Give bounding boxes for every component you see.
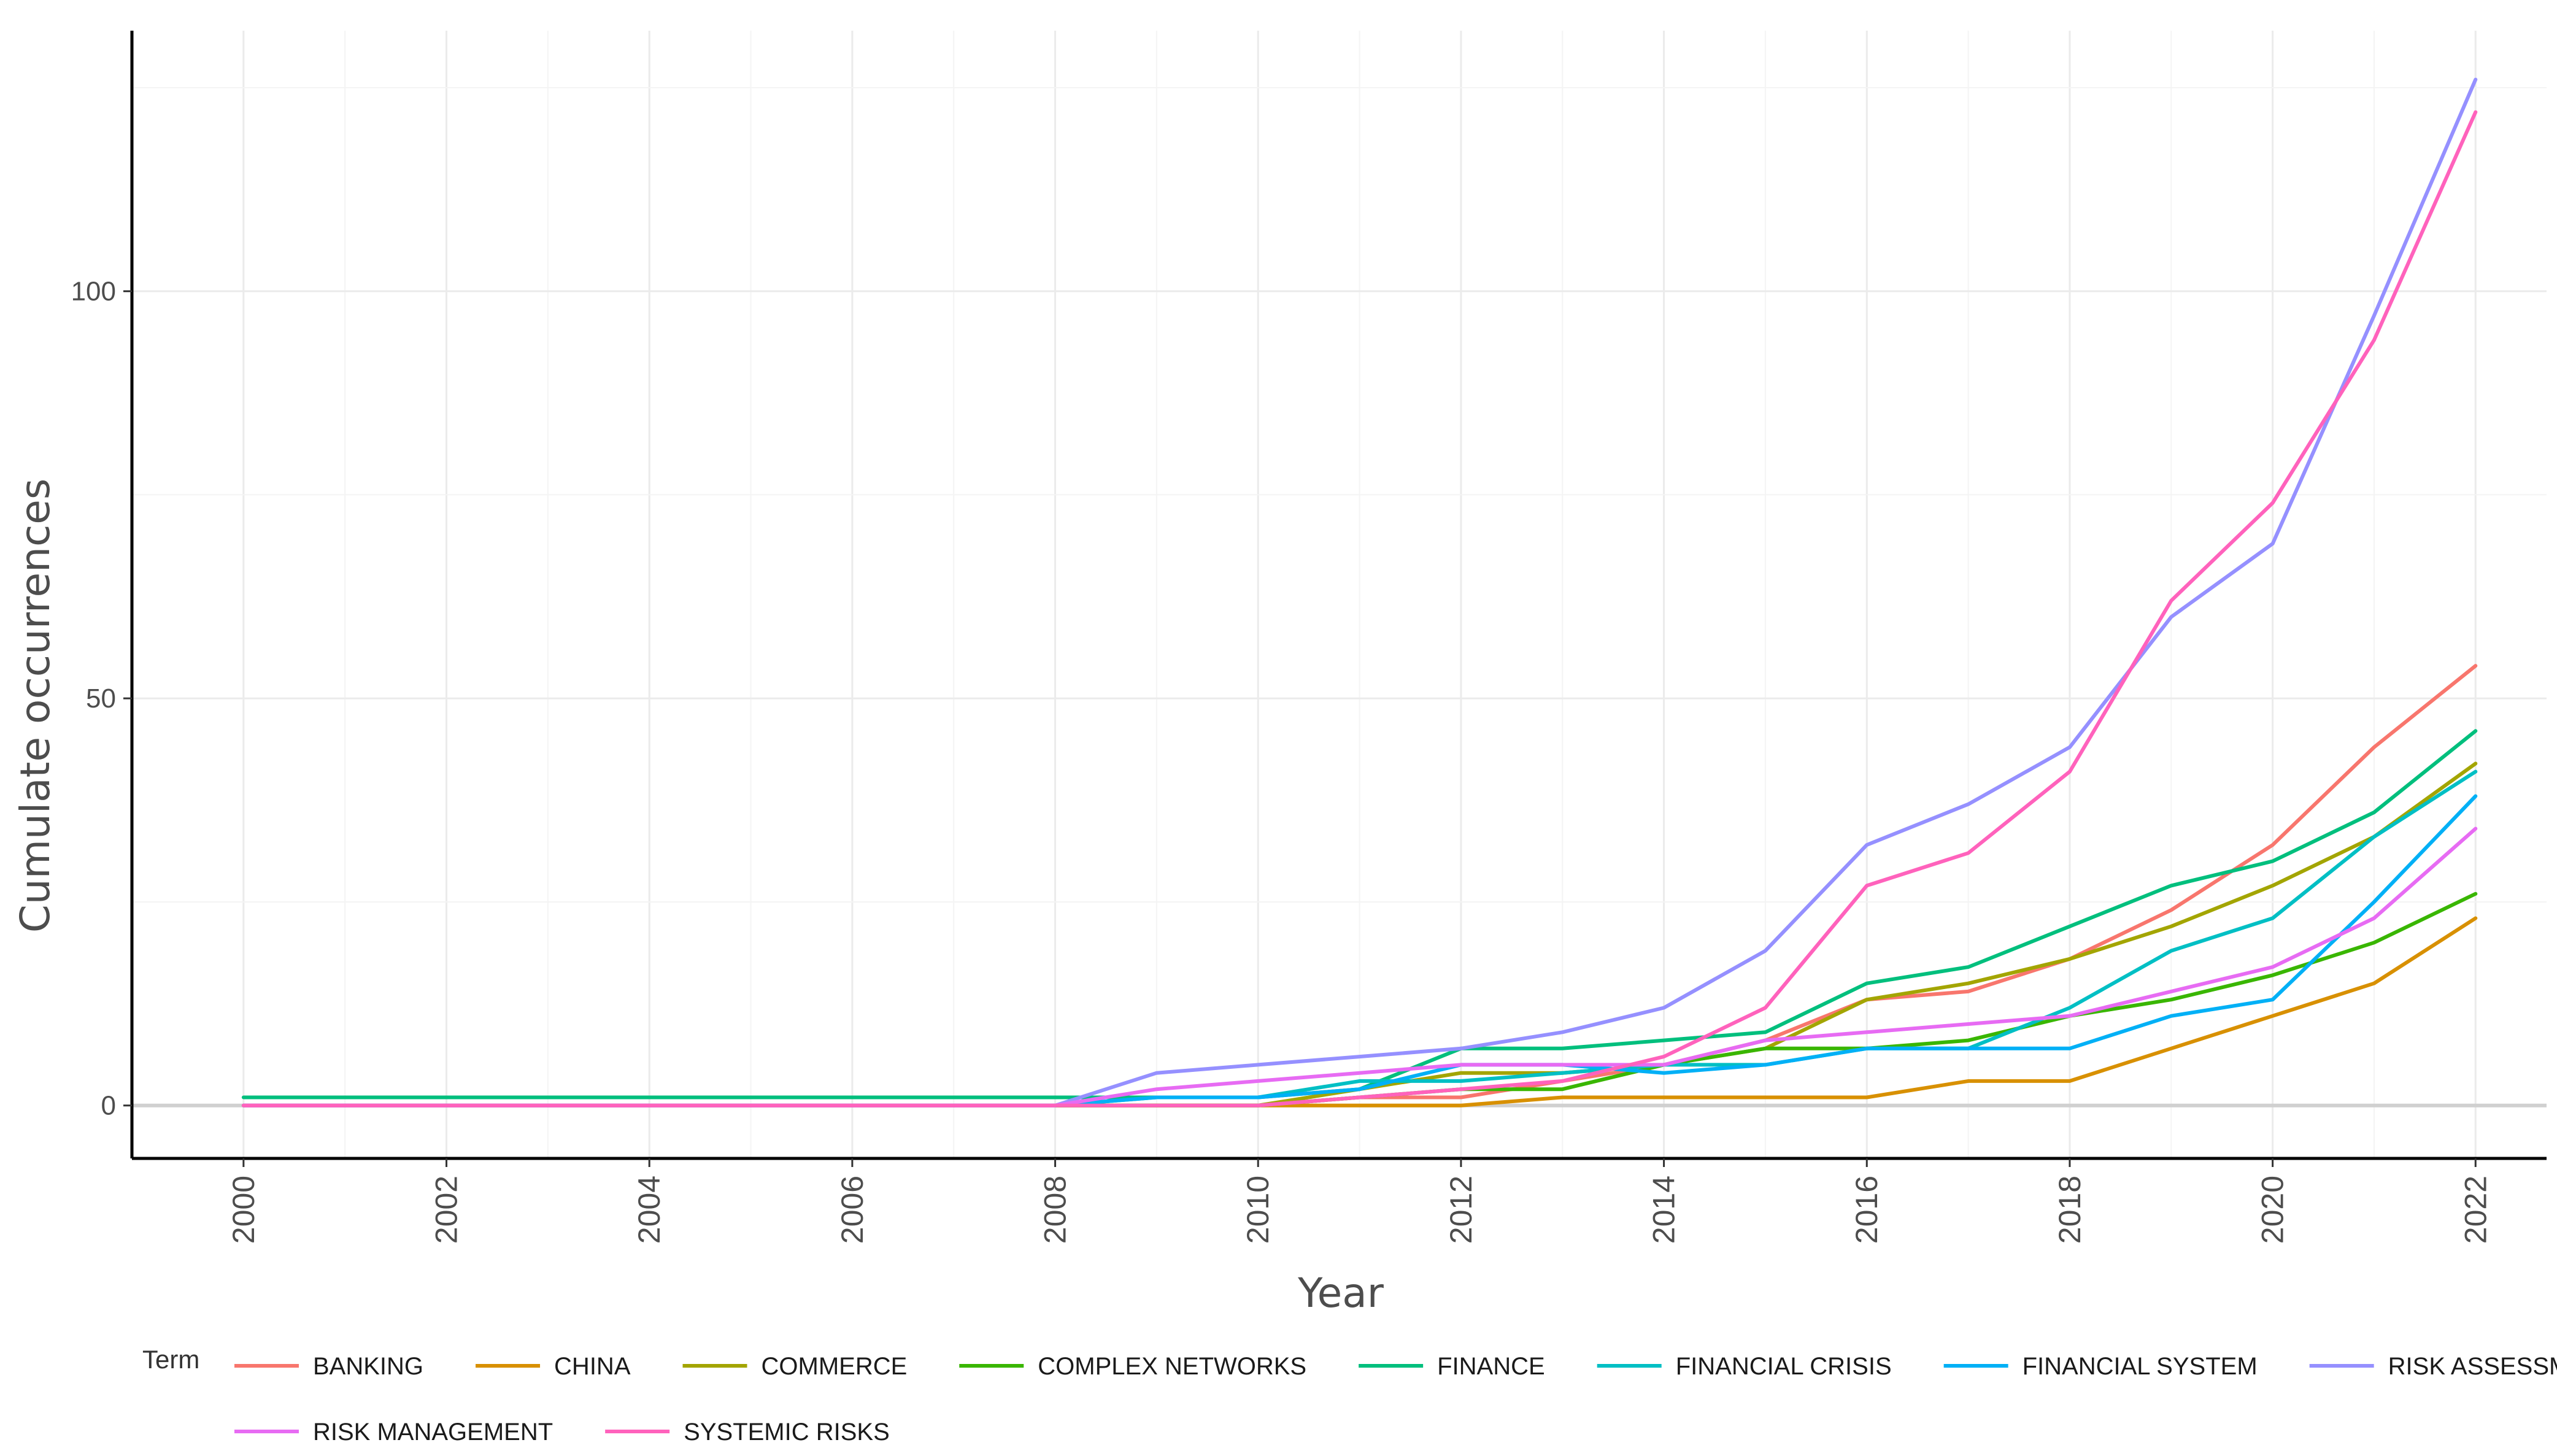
x-axis-title: Year <box>1297 1269 1384 1317</box>
series-lines <box>241 77 2478 1107</box>
y-ticks: 0 50 100 <box>71 277 132 1121</box>
x-tick-label-2010: 2010 <box>1241 1176 1275 1244</box>
y-axis-title: Cumulate occurrences <box>12 479 59 933</box>
legend-label-commerce: COMMERCE <box>762 1353 908 1380</box>
series-line-systemic-risks <box>241 110 2478 1107</box>
x-tick-label-2016: 2016 <box>1849 1176 1884 1244</box>
x-ticks: 2000 2002 2004 2006 2008 2010 2012 2014 2016 2018… <box>226 1158 2493 1244</box>
x-tick-label-2000: 2000 <box>226 1176 261 1244</box>
legend-label-financial-crisis: FINANCIAL CRISIS <box>1676 1353 1892 1380</box>
legend-label-china: CHINA <box>554 1353 631 1380</box>
y-tick-label-0: 0 <box>101 1091 116 1121</box>
x-tick-label-2014: 2014 <box>1647 1176 1681 1244</box>
legend-label-financial-system: FINANCIAL SYSTEM <box>2023 1353 2258 1380</box>
x-tick-label-2002: 2002 <box>430 1176 464 1244</box>
legend-label-banking: BANKING <box>313 1353 423 1380</box>
legend-label-risk-assessment: RISK ASSESSMENT <box>2388 1353 2557 1380</box>
x-tick-label-2008: 2008 <box>1038 1176 1073 1244</box>
legend-label-risk-management: RISK MANAGEMENT <box>313 1419 553 1446</box>
legend-label-systemic-risks: SYSTEMIC RISKS <box>684 1419 890 1446</box>
axes <box>130 31 2547 1160</box>
x-tick-label-2006: 2006 <box>835 1176 870 1244</box>
legend-label-finance: FINANCE <box>1437 1353 1545 1380</box>
x-tick-label-2004: 2004 <box>632 1176 666 1244</box>
x-tick-label-2020: 2020 <box>2256 1176 2290 1244</box>
legend-label-complex-networks: COMPLEX NETWORKS <box>1038 1353 1306 1380</box>
y-tick-label-100: 100 <box>71 277 116 307</box>
legend-title: Term <box>142 1345 199 1374</box>
x-tick-label-2018: 2018 <box>2053 1176 2087 1244</box>
x-tick-label-2012: 2012 <box>1444 1176 1478 1244</box>
x-tick-label-2022: 2022 <box>2458 1176 2493 1244</box>
legend: Term BANKING CHINA COMMERCE COMPLEX NETWORK… <box>142 1345 2557 1446</box>
y-tick-label-50: 50 <box>86 684 116 714</box>
